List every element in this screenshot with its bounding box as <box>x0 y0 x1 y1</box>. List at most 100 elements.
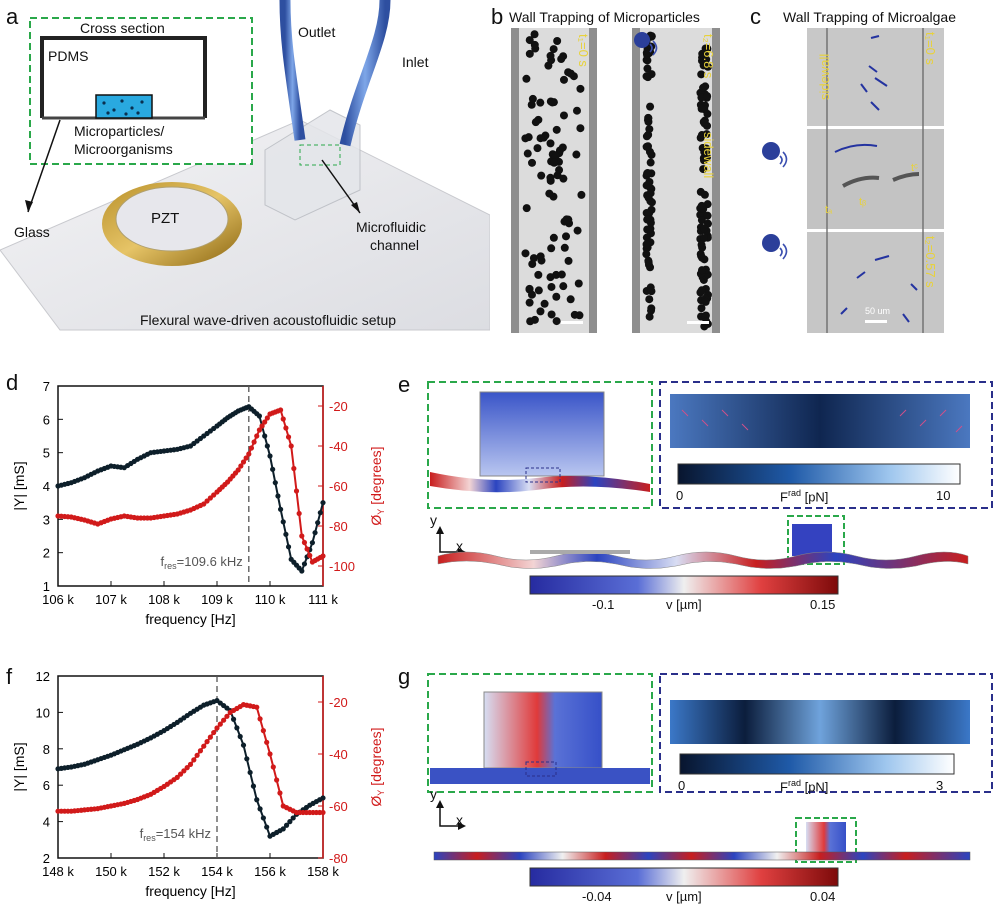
time-label-t2: t₂=6.8 s <box>701 34 716 79</box>
particle <box>700 234 709 243</box>
v-min-label: -0.1 <box>592 597 615 612</box>
x-axis-label: frequency [Hz] <box>145 611 235 627</box>
particles-t1 <box>519 28 589 333</box>
data-point-black <box>270 466 276 472</box>
pdms-field-small <box>806 822 846 852</box>
particle <box>536 98 545 107</box>
data-point-black <box>312 530 318 536</box>
particle <box>646 158 655 167</box>
data-point-red <box>207 495 213 501</box>
microparticles-image-t2: t₂=6.8 s sidewall <box>632 28 720 333</box>
y-right-tick-label: -80 <box>329 519 348 534</box>
axis-x-label: x <box>456 812 463 828</box>
data-point-red <box>217 721 223 727</box>
data-point-black <box>287 819 293 825</box>
panel-g-simulation: 0 Frad [pN] 3 y x -0.04 v [µm] 0.04 <box>426 672 996 912</box>
particle <box>534 286 543 295</box>
data-point-red <box>248 445 255 451</box>
particle <box>642 208 651 217</box>
particle <box>647 306 656 315</box>
chart-d-admittance: 106 k 107 k 108 k 109 k 110 k 111 k 1 2 3 4 5 6 7 -10… <box>11 379 386 627</box>
channel-particles <box>95 94 153 119</box>
data-point-red <box>224 713 230 719</box>
data-point-red <box>256 427 262 433</box>
particle <box>525 49 534 58</box>
y-left-tick-label: 8 <box>43 742 50 757</box>
particle <box>530 40 539 49</box>
particle <box>566 295 575 304</box>
data-point-black <box>280 826 286 832</box>
particle <box>562 232 571 241</box>
x-tick-label: 111 k <box>308 592 338 607</box>
force-min-label: 0 <box>676 488 684 503</box>
particle <box>524 133 533 142</box>
series-line-black <box>57 405 324 573</box>
data-point-red <box>251 439 257 445</box>
cross-section-inset <box>29 17 253 165</box>
particle <box>642 142 651 151</box>
particle <box>643 64 652 73</box>
particle <box>553 36 562 45</box>
y-right-axis-label: ØY [degrees] <box>368 727 386 806</box>
setup-caption: Flexural wave-driven acoustofluidic setu… <box>140 312 397 328</box>
x-axis-label: frequency [Hz] <box>145 883 235 899</box>
particle <box>546 139 555 148</box>
particle <box>551 152 560 161</box>
particle <box>646 102 655 111</box>
y-left-tick-label: 2 <box>43 851 50 866</box>
particle <box>643 73 652 82</box>
particle <box>572 106 581 115</box>
data-point-black <box>299 568 305 574</box>
particle <box>698 144 707 153</box>
particle <box>525 36 534 45</box>
particle <box>562 215 571 224</box>
particle <box>573 226 582 235</box>
particle <box>547 282 556 291</box>
data-point-red <box>254 704 260 710</box>
data-point-black <box>264 443 270 449</box>
data-point-black <box>317 510 323 516</box>
particle <box>574 279 583 288</box>
particle <box>540 299 549 308</box>
y-left-tick-label: 4 <box>43 479 50 494</box>
y-right-tick-label: -20 <box>329 399 348 414</box>
data-point-red <box>288 443 294 449</box>
particle <box>537 171 546 180</box>
data-point-red <box>181 768 187 774</box>
data-point-red <box>211 729 217 736</box>
panel-label-g: g <box>398 664 411 689</box>
data-point-red <box>280 416 286 422</box>
particle <box>536 252 545 261</box>
data-point-black <box>283 531 289 537</box>
data-point-red <box>201 501 207 507</box>
y-right-tick-label: -40 <box>329 747 348 762</box>
particle <box>703 92 712 101</box>
data-point-red <box>194 752 200 758</box>
particle <box>570 310 579 319</box>
particle <box>528 260 537 269</box>
scale-label: 50 um <box>865 306 891 316</box>
data-point-red <box>283 425 289 431</box>
particle <box>642 250 651 259</box>
particle <box>576 124 585 133</box>
data-point-red <box>296 510 302 517</box>
algae-arrows <box>826 28 924 333</box>
particle <box>642 132 651 141</box>
panel-e-simulation: 0 Frad [pN] 10 y x -0.1 v [µm] 0.15 <box>426 380 996 630</box>
particle <box>697 304 706 313</box>
time-c-label: tᶜ <box>911 162 918 174</box>
particle <box>698 253 707 262</box>
data-point-red <box>177 771 184 777</box>
particle <box>699 61 708 70</box>
particle <box>533 144 542 153</box>
inset-title: Cross section <box>80 20 165 36</box>
data-point-black <box>309 540 315 546</box>
speaker-icon <box>760 140 794 170</box>
particle <box>536 307 545 316</box>
axis-x-label: x <box>456 538 463 554</box>
v-colorbar <box>529 867 839 887</box>
particle <box>552 317 561 326</box>
glass-label: Glass <box>14 224 50 240</box>
particle <box>644 258 653 267</box>
channel-highlight <box>299 144 341 166</box>
